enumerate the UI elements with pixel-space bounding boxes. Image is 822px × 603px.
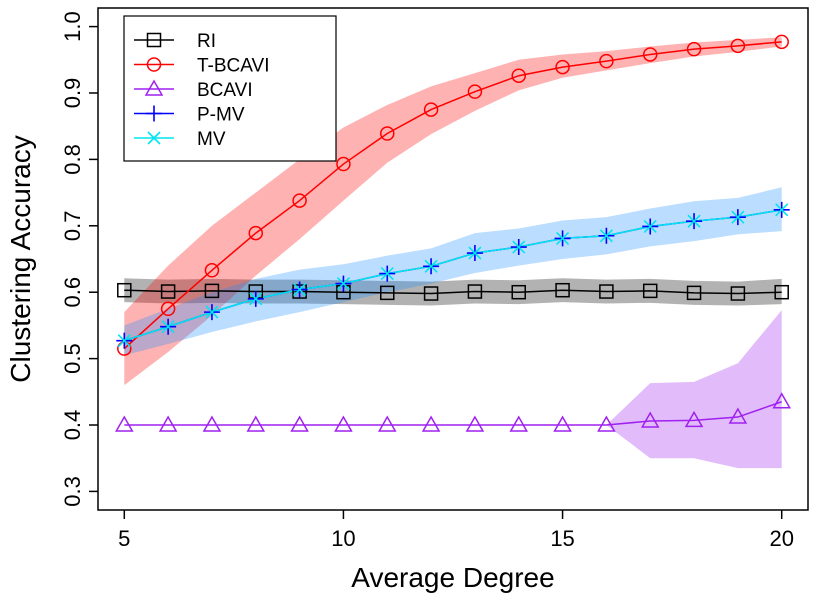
point-bcavi xyxy=(158,415,178,432)
x-tick-label: 5 xyxy=(118,526,130,551)
point-bcavi xyxy=(597,415,616,432)
point-ri xyxy=(555,282,570,298)
point-ri xyxy=(599,284,614,299)
x-axis-title: Average Degree xyxy=(351,562,554,593)
legend-label-bcavi: BCAVI xyxy=(197,80,253,101)
point-t-bcavi xyxy=(248,225,264,241)
y-axis: 0.3 0.4 0.5 0.6 0.7 0.8 0.9 1.0 xyxy=(60,11,98,507)
point-mv xyxy=(468,246,482,260)
point-mv xyxy=(380,267,394,281)
line-t-bcavi xyxy=(123,41,782,350)
point-mv xyxy=(687,214,701,228)
x-tick-label: 20 xyxy=(769,526,793,551)
point-mv xyxy=(293,282,307,297)
point-t-bcavi xyxy=(511,68,526,83)
x-tick-label: 15 xyxy=(550,526,574,551)
y-tick-label: 0.3 xyxy=(60,476,85,507)
point-t-bcavi xyxy=(774,34,789,50)
band-t-bcavi xyxy=(124,37,782,386)
legend-marker-p-mv xyxy=(146,105,162,122)
point-t-bcavi xyxy=(599,53,614,69)
point-bcavi xyxy=(728,407,748,424)
point-t-bcavi xyxy=(336,156,351,172)
y-tick-label: 0.5 xyxy=(60,343,85,374)
y-tick-label: 0.8 xyxy=(60,144,85,175)
legend-label-mv: MV xyxy=(197,129,226,150)
point-mv xyxy=(161,320,175,334)
point-bcavi xyxy=(334,415,353,432)
point-mv xyxy=(556,231,570,245)
point-ri xyxy=(380,285,395,301)
point-mv xyxy=(336,277,350,291)
legend-label-p-mv: P-MV xyxy=(197,105,245,126)
x-axis: 5 10 15 20 xyxy=(118,510,794,551)
x-tick-label: 10 xyxy=(331,526,355,551)
point-bcavi xyxy=(509,415,529,432)
point-mv xyxy=(117,334,131,348)
point-bcavi xyxy=(290,415,309,432)
point-t-bcavi xyxy=(467,84,483,99)
point-t-bcavi xyxy=(686,41,702,57)
point-t-bcavi xyxy=(730,38,746,54)
point-mv xyxy=(731,210,745,224)
point-t-bcavi xyxy=(642,47,658,62)
band-bcavi xyxy=(124,310,782,469)
point-bcavi xyxy=(246,415,266,432)
point-bcavi xyxy=(553,415,572,432)
point-ri xyxy=(117,282,132,298)
series-markers xyxy=(115,34,791,432)
point-mv xyxy=(249,292,263,306)
point-t-bcavi xyxy=(380,126,395,141)
legend-marker-ri xyxy=(146,32,162,48)
point-bcavi xyxy=(465,415,485,432)
point-ri xyxy=(774,284,789,300)
point-bcavi xyxy=(640,411,660,428)
legend-marker-t-bcavi xyxy=(146,57,162,72)
point-bcavi xyxy=(115,415,134,432)
point-t-bcavi xyxy=(160,301,176,317)
legend-marker-bcavi xyxy=(144,79,164,96)
y-tick-label: 1.0 xyxy=(60,11,85,42)
plot-frame xyxy=(97,7,809,511)
y-tick-label: 0.4 xyxy=(60,410,85,441)
point-mv xyxy=(599,229,613,243)
series-lines xyxy=(123,41,782,426)
point-bcavi xyxy=(772,392,791,409)
point-bcavi xyxy=(421,415,441,432)
line-bcavi xyxy=(124,401,782,426)
point-ri xyxy=(511,284,526,300)
y-tick-label: 0.9 xyxy=(60,78,85,109)
point-t-bcavi xyxy=(555,59,570,75)
point-t-bcavi xyxy=(423,102,439,117)
band-p-mv xyxy=(124,187,782,356)
line-mv xyxy=(124,209,782,342)
point-ri xyxy=(467,284,483,299)
point-ri xyxy=(423,286,439,301)
point-t-bcavi xyxy=(292,193,307,208)
point-mv xyxy=(775,203,789,217)
point-bcavi xyxy=(377,415,397,432)
point-ri xyxy=(642,283,658,299)
y-tick-label: 0.7 xyxy=(60,211,85,242)
legend: RI T-BCAVI BCAVI P-MV MV xyxy=(123,15,337,162)
point-t-bcavi xyxy=(204,263,220,278)
point-mv xyxy=(643,219,657,234)
y-tick-label: 0.6 xyxy=(60,277,85,308)
legend-marker-mv xyxy=(147,131,161,145)
point-mv xyxy=(424,259,438,273)
point-bcavi xyxy=(202,415,222,432)
point-mv xyxy=(512,240,526,254)
point-ri xyxy=(686,285,702,301)
point-ri xyxy=(160,284,176,299)
point-bcavi xyxy=(684,410,704,428)
confidence-bands xyxy=(124,37,782,469)
point-ri xyxy=(204,283,220,299)
legend-label-ri: RI xyxy=(197,31,216,52)
y-axis-title: Clustering Accuracy xyxy=(5,135,36,382)
line-ri xyxy=(124,289,782,295)
point-mv xyxy=(205,305,219,319)
legend-label-t-bcavi: T-BCAVI xyxy=(197,56,270,77)
point-ri xyxy=(730,286,746,301)
